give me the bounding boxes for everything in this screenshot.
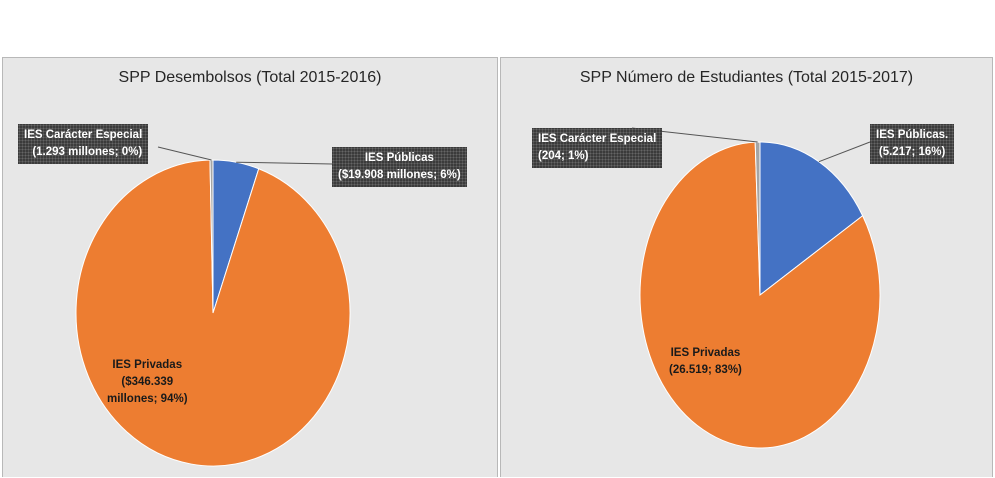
data-label-ies-caracter-especial: IES Carácter Especial (204; 1%) bbox=[532, 128, 663, 168]
data-label-ies-publicas: IES Públicas ($19.908 millones; 6%) bbox=[332, 147, 467, 187]
chart-title: SPP Desembolsos (Total 2015-2016) bbox=[118, 69, 382, 86]
chart-panel-estudiantes: SPP Número de Estudiantes (Total 2015-20… bbox=[500, 57, 993, 477]
pie-slice-ies-privadas bbox=[639, 141, 881, 449]
pie-chart-estudiantes bbox=[631, 127, 881, 449]
leader-line-ies-publicas bbox=[236, 161, 333, 165]
chart-title: SPP Número de Estudiantes (Total 2015-20… bbox=[579, 69, 914, 86]
data-label-ies-caracter-especial: IES Carácter Especial (1.293 millones; 0… bbox=[18, 124, 149, 164]
data-label-ies-publicas: IES Públicas. (5.217; 16%) bbox=[870, 124, 955, 164]
pie-chart-desembolsos bbox=[75, 146, 351, 467]
leader-line-ies-publicas bbox=[818, 141, 871, 163]
pie-slice-ies-publicas bbox=[759, 141, 864, 297]
chart-panel-desembolsos: SPP Desembolsos (Total 2015-2016) IES Ca… bbox=[2, 57, 498, 477]
data-label-ies-privadas: IES Privadas (26.519; 83%) bbox=[669, 347, 742, 376]
leader-line-ies-caracter-especial bbox=[157, 146, 212, 161]
data-label-ies-privadas: IES Privadas ($346.339 millones; 94%) bbox=[107, 359, 188, 405]
